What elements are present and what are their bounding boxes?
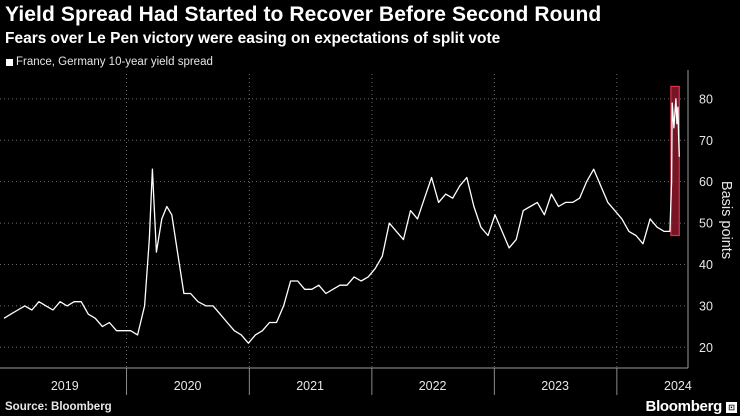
source-note: Source: Bloomberg — [5, 401, 112, 413]
chart-title: Yield Spread Had Started to Recover Befo… — [5, 3, 602, 26]
x-tick-label: 2023 — [541, 379, 569, 393]
series-line — [3, 98, 680, 344]
y-axis-title: Basis points — [718, 181, 734, 259]
y-tick-label: 70 — [699, 134, 713, 148]
x-tick-label: 2021 — [296, 379, 324, 393]
brand-mark-icon: ⊡ — [726, 402, 737, 413]
x-tick-label: 2024 — [664, 379, 692, 393]
legend-label: France, Germany 10-year yield spread — [16, 56, 213, 68]
y-tick-label: 40 — [699, 258, 713, 272]
legend: France, Germany 10-year yield spread — [6, 56, 213, 68]
y-tick-label: 80 — [699, 92, 713, 106]
highlight-box — [670, 85, 680, 237]
legend-swatch — [6, 58, 13, 66]
x-tick-label: 2020 — [174, 379, 202, 393]
y-tick-label: 50 — [699, 217, 713, 231]
chart-subtitle: Fears over Le Pen victory were easing on… — [5, 30, 501, 47]
x-tick-label: 2019 — [51, 379, 79, 393]
y-tick-label: 60 — [699, 175, 713, 189]
y-tick-label: 20 — [699, 341, 713, 355]
x-tick-label: 2022 — [419, 379, 447, 393]
brand-logo: Bloomberg — [645, 398, 723, 415]
y-tick-label: 30 — [699, 299, 713, 313]
